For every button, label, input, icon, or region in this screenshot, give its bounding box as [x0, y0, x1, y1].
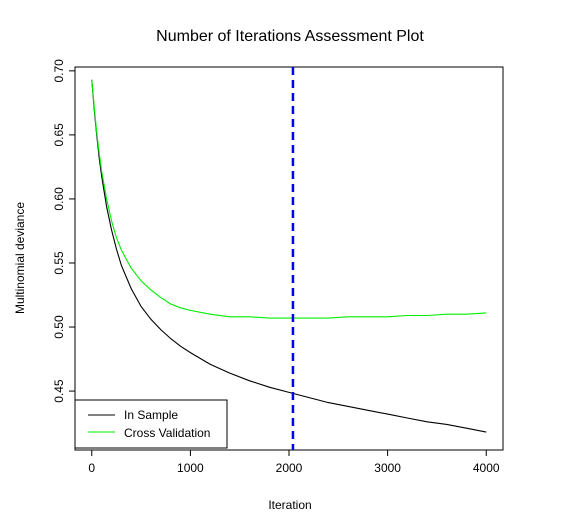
x-tick-label: 4000	[473, 461, 500, 475]
legend-label-cross-validation: Cross Validation	[124, 426, 210, 440]
series-layer	[91, 79, 487, 433]
legend-label-in-sample: In Sample	[124, 408, 178, 422]
x-tick-label: 0	[88, 461, 95, 475]
legend-box	[74, 399, 228, 449]
y-tick-label: 0.70	[52, 59, 66, 83]
y-axis: 0.45 0.50 0.55 0.60 0.65 0.70	[52, 59, 76, 403]
y-tick-label: 0.65	[52, 123, 66, 147]
x-axis: 0 1000 2000 3000 4000	[88, 449, 500, 475]
y-tick-label: 0.60	[52, 187, 66, 211]
series-line-in-sample	[91, 79, 487, 433]
x-tick-label: 2000	[276, 461, 303, 475]
x-tick-label: 3000	[374, 461, 401, 475]
x-tick-label: 1000	[177, 461, 204, 475]
x-axis-label: Iteration	[268, 498, 311, 512]
series-line-cross-validation	[91, 79, 487, 319]
chart-title: Number of Iterations Assessment Plot	[156, 28, 424, 45]
y-tick-label: 0.50	[52, 315, 66, 339]
legend: In Sample Cross Validation	[74, 399, 228, 449]
y-tick-label: 0.55	[52, 251, 66, 275]
y-axis-label: Multinomial deviance	[13, 202, 27, 314]
y-tick-label: 0.45	[52, 379, 66, 403]
